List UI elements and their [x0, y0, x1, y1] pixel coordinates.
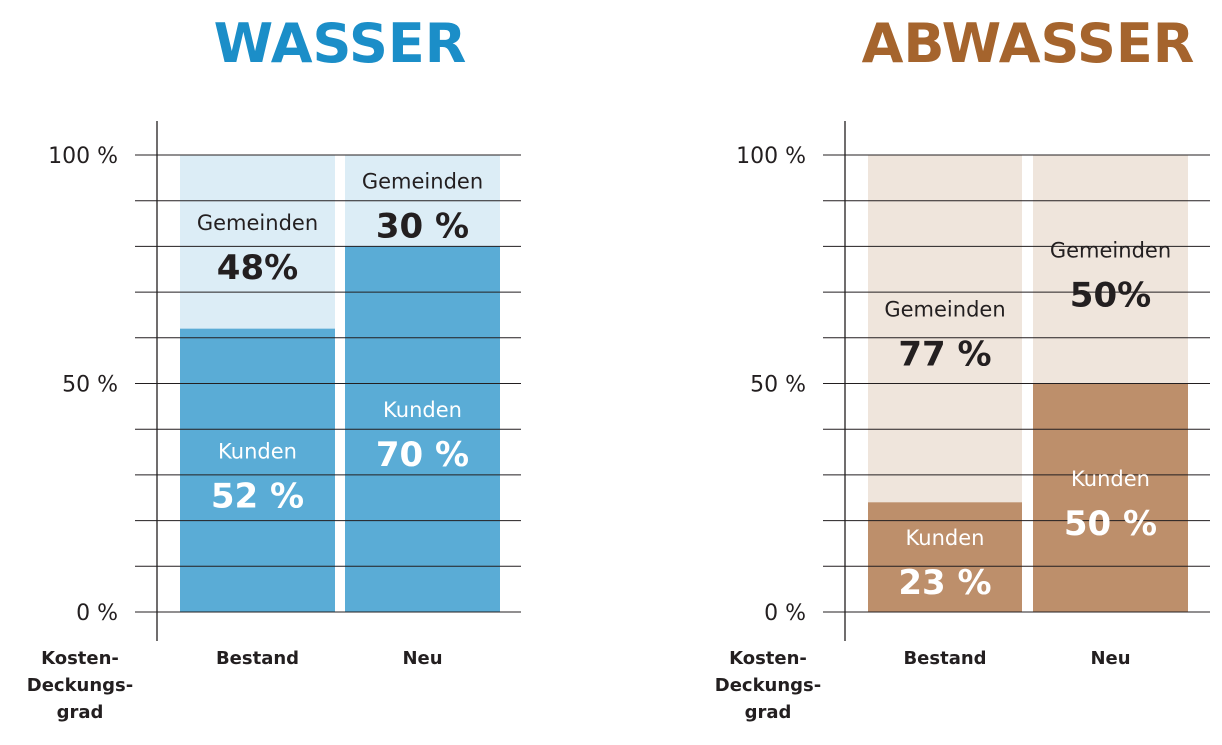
y-tick-label: 50 % — [62, 373, 118, 398]
chart-wasser: WASSER 0 % 50 % 100 % Kosten- Deckungs-grad Be… — [27, 12, 521, 723]
bar-kunden-bestand — [180, 328, 335, 612]
segment-series-label: Gemeinden — [1050, 238, 1171, 262]
segment-series-label: Kunden — [383, 398, 462, 422]
segment-value-label: 48% — [217, 248, 298, 288]
segment-series-label: Kunden — [906, 526, 985, 550]
y-axis-label: grad — [57, 702, 104, 723]
y-axis-label: Kosten- — [41, 648, 119, 669]
y-tick-label: 100 % — [736, 144, 806, 169]
y-axis-label: Deckungs- — [715, 675, 822, 696]
y-axis-label: Kosten- — [729, 648, 807, 669]
chart-title: ABWASSER — [862, 12, 1195, 75]
segment-value-label: 50 % — [1064, 504, 1157, 544]
chart-abwasser: ABWASSER 0 % 50 % 100 % Kosten- Deckungs-grad… — [715, 12, 1210, 723]
category-label: Neu — [402, 648, 442, 669]
category-label: Bestand — [216, 648, 299, 669]
segment-value-label: 30 % — [376, 207, 469, 247]
segment-value-label: 50% — [1070, 275, 1151, 315]
category-label: Bestand — [903, 648, 986, 669]
segment-value-label: 70 % — [376, 435, 469, 475]
segment-series-label: Gemeinden — [197, 211, 318, 235]
y-tick-label: 100 % — [48, 144, 118, 169]
segment-series-label: Gemeinden — [362, 170, 483, 194]
segment-series-label: Gemeinden — [884, 298, 1005, 322]
bar-kunden-neu — [1033, 383, 1188, 612]
category-label: Neu — [1090, 648, 1130, 669]
y-tick-label: 50 % — [750, 373, 806, 398]
segment-value-label: 77 % — [898, 335, 991, 375]
segment-series-label: Kunden — [218, 439, 297, 463]
segment-value-label: 23 % — [898, 563, 991, 603]
segment-value-label: 52 % — [211, 476, 304, 516]
y-axis-label: grad — [745, 702, 792, 723]
segment-series-label: Kunden — [1071, 467, 1150, 491]
y-axis-label: Deckungs- — [27, 675, 134, 696]
y-tick-label: 0 % — [764, 601, 806, 626]
y-tick-label: 0 % — [76, 601, 118, 626]
chart-title: WASSER — [214, 12, 467, 75]
